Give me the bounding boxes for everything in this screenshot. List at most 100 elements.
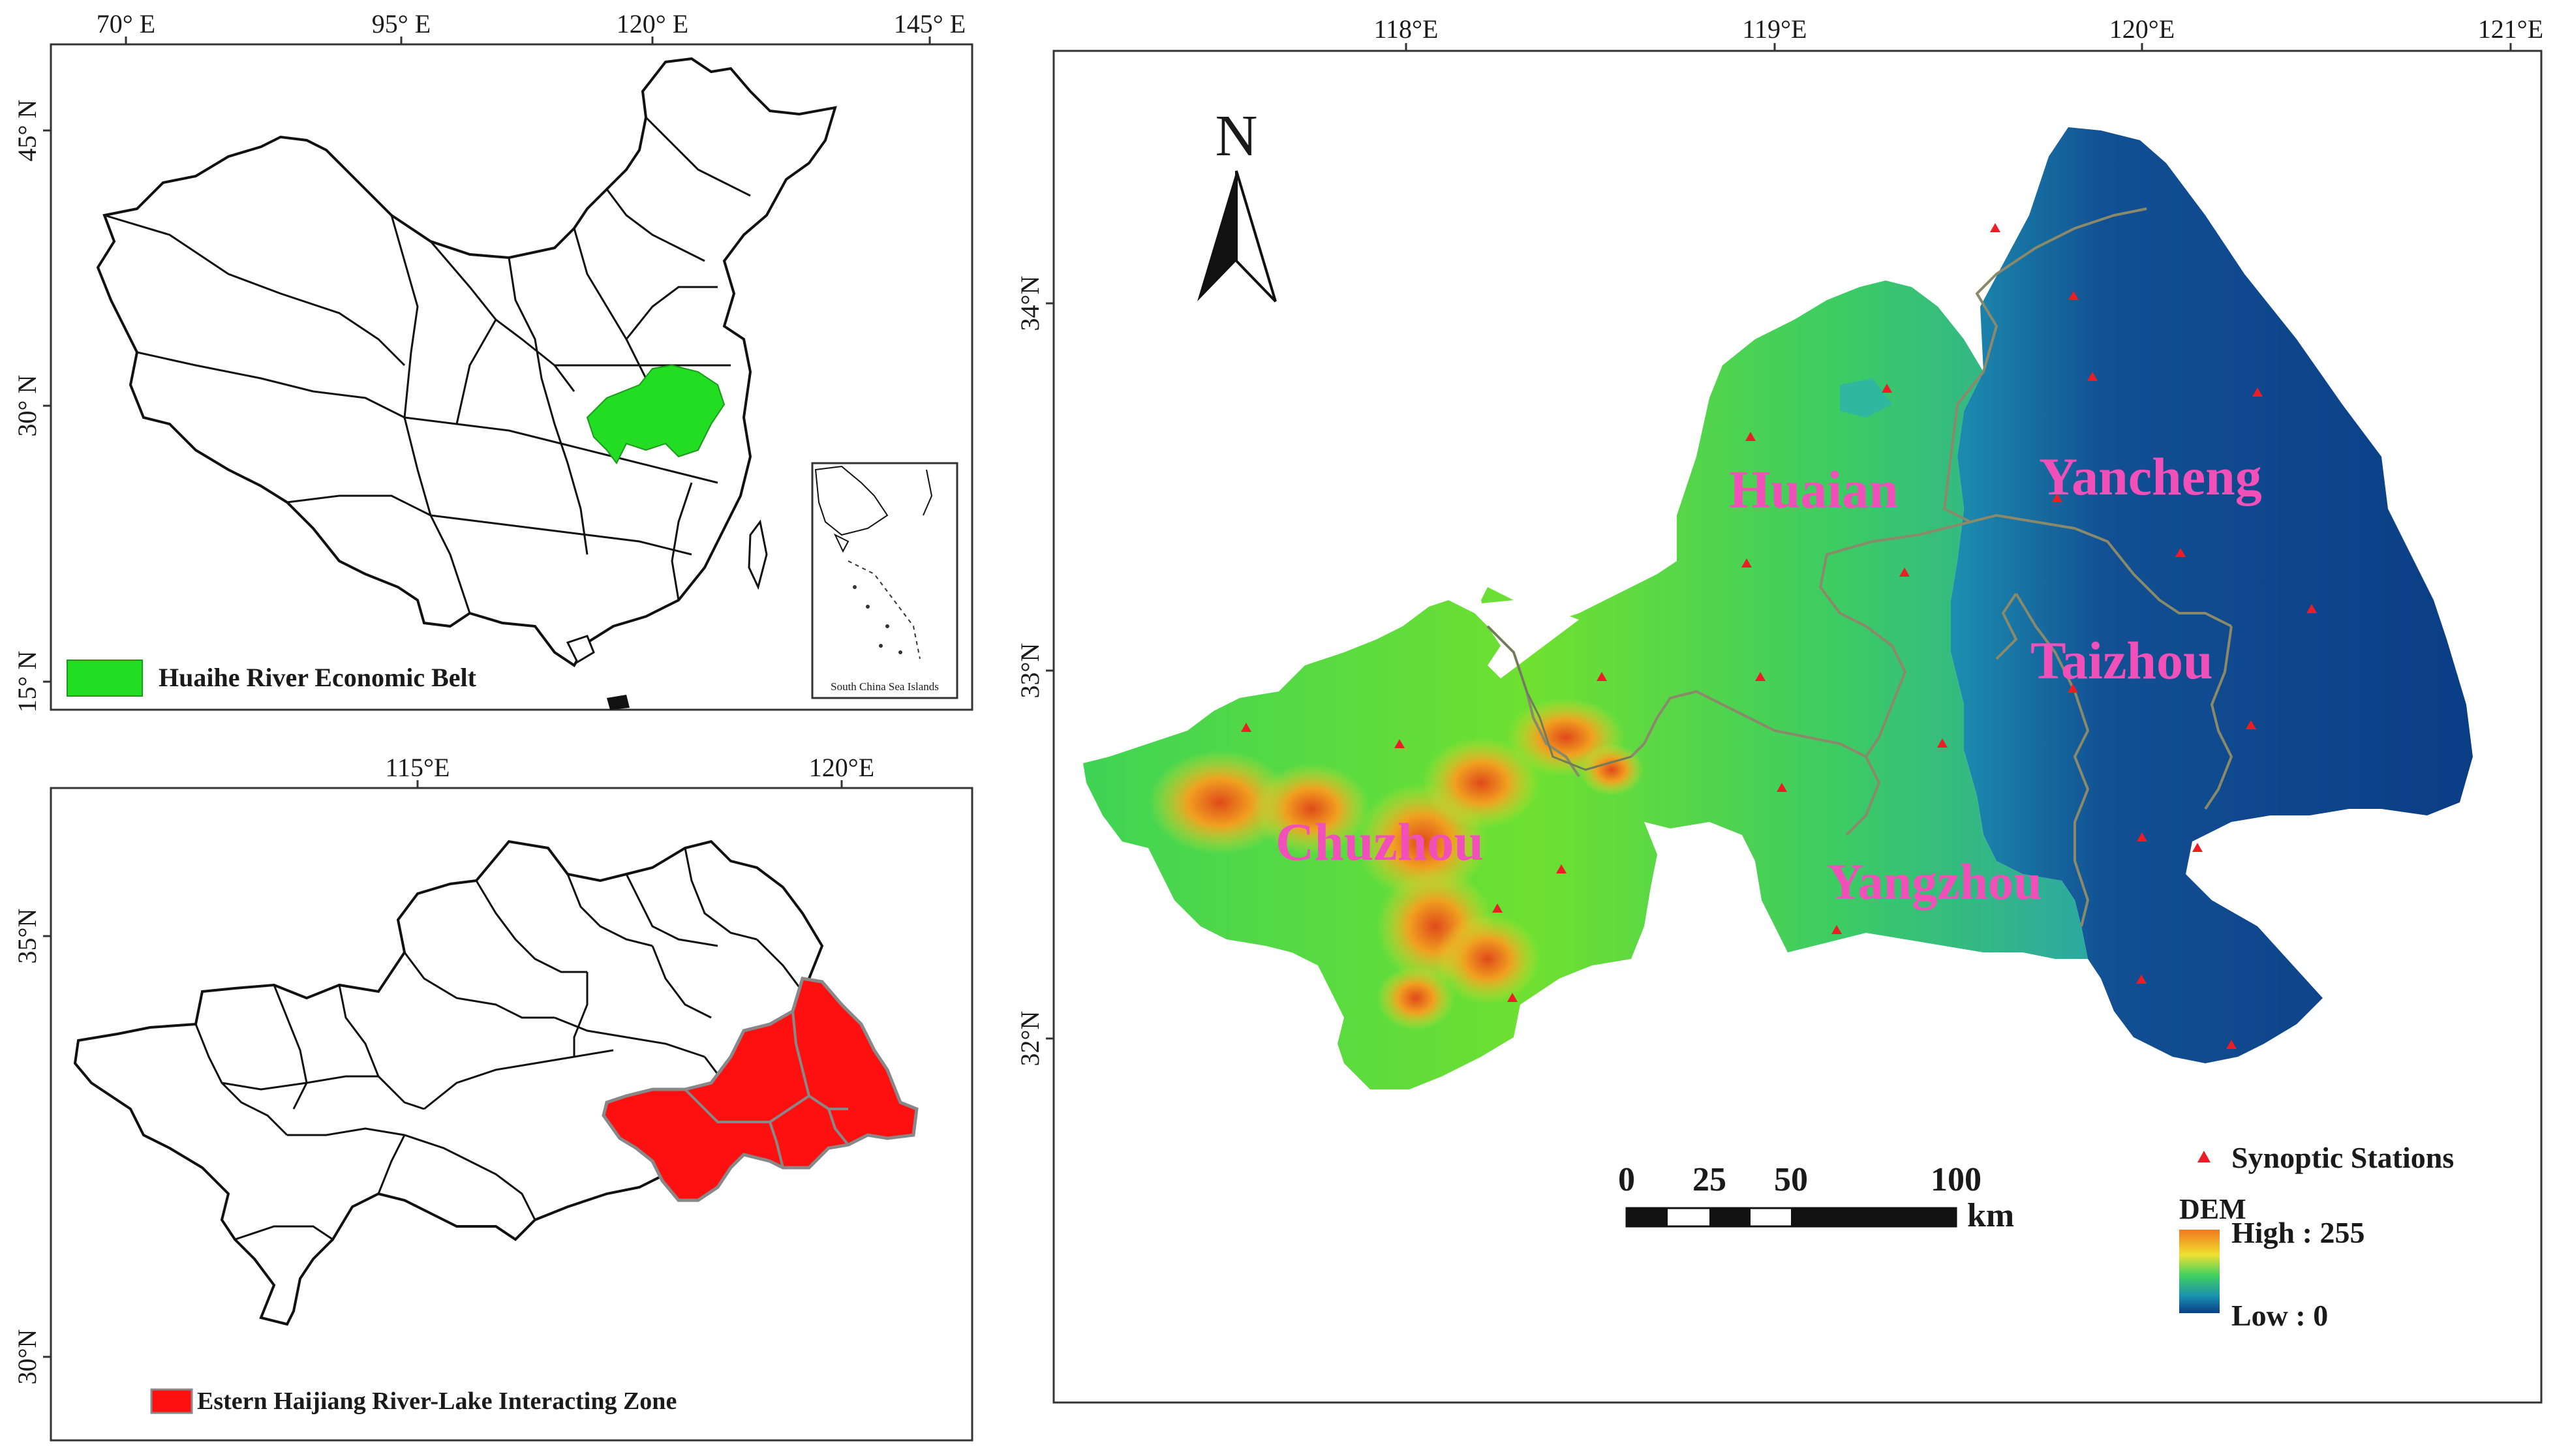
station-01 xyxy=(1990,223,2000,232)
dem-region-east xyxy=(1951,127,2473,1063)
scale-unit: km xyxy=(1967,1197,2014,1234)
huaihe-legend-swatch xyxy=(67,660,143,697)
eastern-zone-legend-label: Estern Haijiang River-Lake Interacting Z… xyxy=(197,1388,677,1415)
station-16 xyxy=(1597,672,1607,681)
station-24 xyxy=(1831,925,1842,934)
scale-label-2: 50 xyxy=(1774,1161,1808,1198)
china-lat-tick-1: 30° N xyxy=(12,375,42,437)
china-lon-tick-2: 120° E xyxy=(617,9,688,38)
dem-legend-low: Low : 0 xyxy=(2231,1299,2328,1332)
eastern-zone-region xyxy=(602,977,919,1202)
city-label-chuzhou: Chuzhou xyxy=(1276,812,1484,872)
station-23 xyxy=(1492,903,1503,913)
scale-label-3: 100 xyxy=(1931,1161,1981,1198)
station-06 xyxy=(1745,432,1756,441)
station-15 xyxy=(1394,739,1405,748)
station-03 xyxy=(2087,372,2098,381)
city-label-yangzhou: Yangzhou xyxy=(1827,853,2042,910)
dem-hill-2 xyxy=(1253,763,1370,855)
belt-tick-marks xyxy=(43,780,843,1358)
dem-lat-tick-0: 34°N xyxy=(1015,276,1045,331)
dem-hill-4 xyxy=(1422,737,1540,828)
inset-dash-line xyxy=(848,560,921,660)
north-arrow-left xyxy=(1197,171,1236,301)
inset-coastline xyxy=(814,465,889,536)
small-islands-mark xyxy=(607,695,630,710)
city-label-yancheng: Yancheng xyxy=(2039,447,2262,506)
dem-hill-8 xyxy=(1377,965,1455,1031)
synoptic-stations xyxy=(1241,223,2317,1049)
china-lon-tick-marks xyxy=(43,37,931,683)
scale-seg-3 xyxy=(1709,1208,1751,1226)
scale-seg-1 xyxy=(1627,1208,1668,1226)
station-20 xyxy=(2137,832,2147,842)
station-14 xyxy=(1241,723,1251,732)
dem-tick-marks xyxy=(1046,43,2512,1040)
china-outline xyxy=(96,57,837,667)
station-legend-label: Synoptic Stations xyxy=(2231,1141,2454,1174)
station-19 xyxy=(1777,783,1787,792)
dem-hill-1 xyxy=(1148,750,1292,855)
dem-legend-title: DEM xyxy=(2179,1193,2246,1225)
station-25 xyxy=(2136,975,2147,984)
belt-lat-tick-1: 30°N xyxy=(12,1329,42,1385)
scale-label-1: 25 xyxy=(1692,1161,1726,1198)
dem-lon-tick-2: 120°E xyxy=(2109,14,2175,44)
inset-taiwan xyxy=(923,469,933,516)
hongze-lake xyxy=(1481,600,1579,678)
inset-label: South China Sea Islands xyxy=(831,680,939,693)
station-07 xyxy=(2052,493,2062,502)
north-label: N xyxy=(1216,104,1258,168)
scale-bar: 0 25 50 100 km xyxy=(1618,1161,2014,1234)
station-22 xyxy=(1556,864,1567,873)
station-05 xyxy=(1882,384,1892,393)
china-lat-tick-0: 45° N xyxy=(12,100,42,162)
dem-lon-tick-0: 118°E xyxy=(1374,14,1439,44)
station-12 xyxy=(1755,672,1766,681)
huaihe-belt-region xyxy=(586,364,726,464)
scale-label-0: 0 xyxy=(1618,1161,1635,1198)
north-arrow-right xyxy=(1235,170,1277,303)
station-10 xyxy=(2175,548,2186,557)
dem-lon-tick-3: 121°E xyxy=(2478,14,2543,44)
station-11 xyxy=(2306,604,2317,613)
inset-islands xyxy=(853,585,902,654)
dem-lat-tick-2: 32°N xyxy=(1015,1011,1045,1067)
huaihe-legend-label: Huaihe River Economic Belt xyxy=(159,663,477,692)
city-label-taizhou: Taizhou xyxy=(2030,631,2213,690)
belt-map-panel: 115°E 120°E 35°N 30°N xyxy=(12,753,973,1442)
belt-lon-tick-1: 120°E xyxy=(809,753,874,782)
lake-huaian xyxy=(1840,378,1892,417)
eastern-zone-legend-swatch xyxy=(150,1388,193,1414)
dem-map-panel: 118°E 119°E 120°E 121°E 34°N 33°N 32°N xyxy=(1015,14,2543,1404)
station-04 xyxy=(2252,387,2263,397)
city-label-huaian: Huaian xyxy=(1729,460,1899,519)
dem-lon-tick-1: 119°E xyxy=(1743,14,1807,44)
belt-city-lines xyxy=(194,847,804,1241)
belt-lat-tick-0: 35°N xyxy=(12,909,42,964)
dem-lat-tick-1: 33°N xyxy=(1015,643,1045,699)
station-21 xyxy=(2192,843,2203,852)
eastern-zone-inner-lines xyxy=(684,1010,849,1168)
dem-region-west xyxy=(1083,281,2088,1089)
china-map-panel: 70° E 95° E 120° E 145° E 45° N 30° N 15… xyxy=(12,9,973,712)
station-13 xyxy=(2068,684,2078,693)
station-legend-marker xyxy=(2197,1151,2211,1162)
dem-legend-high: High : 255 xyxy=(2231,1216,2364,1249)
china-lon-tick-3: 145° E xyxy=(894,9,966,38)
taiwan-island xyxy=(748,519,768,590)
china-lon-tick-0: 70° E xyxy=(97,9,155,38)
north-arrow: N xyxy=(1197,104,1277,303)
station-26 xyxy=(1507,993,1518,1002)
belt-lon-tick-0: 115°E xyxy=(386,753,450,782)
dem-city-boundaries xyxy=(1486,207,2233,927)
station-18 xyxy=(2246,720,2256,729)
dem-legend-ramp xyxy=(2179,1230,2220,1313)
station-08 xyxy=(1741,558,1752,568)
inset-hainan xyxy=(833,533,849,553)
hainan-island xyxy=(566,635,595,664)
station-02 xyxy=(2068,291,2079,300)
dem-hill-7 xyxy=(1435,913,1540,1005)
station-09 xyxy=(1899,568,1910,577)
